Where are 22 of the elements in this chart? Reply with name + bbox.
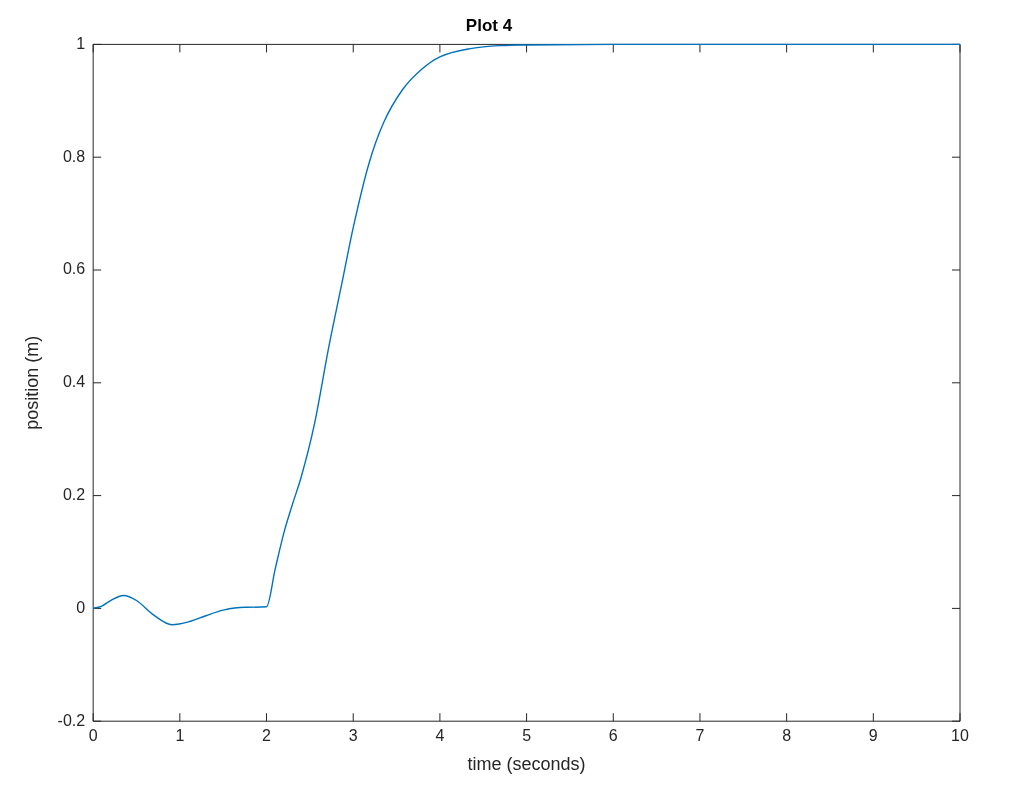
- x-tick-label: 5: [522, 727, 532, 745]
- x-tick-label: 6: [608, 727, 618, 745]
- y-axis-title: position (m): [21, 335, 42, 430]
- x-tick-label: 4: [435, 727, 445, 745]
- x-axis-title: time (seconds): [467, 754, 586, 775]
- x-tick-label: 3: [348, 727, 358, 745]
- y-tick-label: 1: [76, 34, 86, 52]
- line-series: [92, 43, 961, 626]
- x-tick-label: 8: [782, 727, 792, 745]
- y-tick-label: 0: [76, 598, 86, 616]
- chart-title: Plot 4: [465, 15, 513, 35]
- y-tick-label: 0.4: [62, 373, 86, 391]
- x-tick-label: 0: [88, 727, 98, 745]
- x-tick-label: 10: [951, 727, 969, 745]
- y-tick-label: 0.2: [62, 486, 86, 504]
- x-tick-label: 7: [695, 727, 705, 745]
- y-tick-label: 0.8: [62, 147, 86, 165]
- x-tick-label: 1: [175, 727, 185, 745]
- x-tick-label: 9: [868, 727, 878, 745]
- x-tick-label: 2: [262, 727, 272, 745]
- y-tick-label: 0.6: [62, 260, 86, 278]
- y-tick-label: -0.2: [57, 711, 86, 729]
